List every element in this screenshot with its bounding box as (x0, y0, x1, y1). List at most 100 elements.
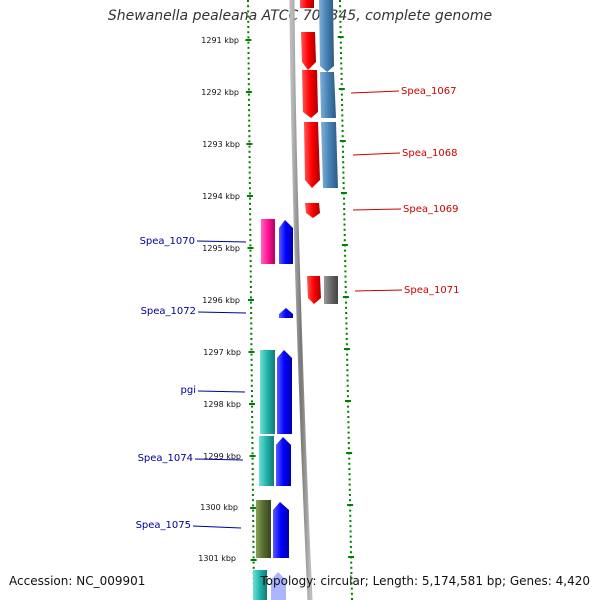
minor-tick (349, 514, 352, 517)
gene-label-spea-1070[interactable]: Spea_1070 (140, 236, 195, 247)
minor-tick (346, 384, 349, 387)
major-tick (345, 400, 351, 402)
minor-tick (249, 270, 252, 273)
minor-tick (248, 109, 251, 112)
minor-tick (252, 520, 255, 522)
minor-tick (348, 494, 351, 496)
minor-tick (343, 239, 346, 242)
minor-tick (342, 161, 345, 164)
minor-tick (249, 234, 252, 236)
minor-tick (250, 327, 253, 330)
minor-tick (340, 67, 343, 70)
left-gene-labels: Spea_1070 Spea_1072 pgi Spea_1074 Spea_1… (136, 236, 247, 531)
minor-tick (349, 509, 352, 512)
minor-tick (252, 504, 254, 507)
gene-label-pgi[interactable]: pgi (181, 385, 196, 396)
minor-tick (342, 166, 345, 169)
minor-tick (251, 473, 254, 476)
minor-tick (341, 124, 344, 127)
major-tick (338, 88, 345, 90)
minor-tick (342, 182, 345, 184)
minor-tick (252, 499, 254, 502)
minor-tick (347, 421, 350, 424)
minor-tick (351, 598, 353, 600)
major-tick (247, 195, 253, 197)
minor-tick (345, 338, 348, 340)
minor-tick (347, 431, 350, 434)
minor-tick (350, 572, 353, 574)
kbp-label: 1299 kbp (203, 452, 241, 461)
minor-tick (346, 390, 349, 392)
gene-label-spea-1072[interactable]: Spea_1072 (141, 306, 196, 317)
gene-arrow-spea-1076 (271, 572, 286, 600)
minor-tick (249, 197, 251, 200)
minor-tick (340, 72, 343, 75)
major-tick (249, 403, 255, 405)
minor-tick (248, 192, 251, 195)
minor-tick (250, 312, 253, 314)
minor-tick (339, 5, 342, 8)
gene-label-spea-1074[interactable]: Spea_1074 (138, 453, 193, 464)
minor-tick (251, 405, 254, 408)
minor-tick (247, 93, 250, 96)
minor-tick (251, 468, 254, 470)
minor-tick (350, 566, 353, 569)
minor-tick (252, 556, 255, 559)
leader-line (352, 208, 402, 211)
minor-tick (247, 67, 250, 70)
kbp-label: 1294 kbp (202, 192, 240, 201)
minor-tick (248, 124, 251, 127)
minor-tick (339, 0, 341, 2)
gene-label-spea-1071[interactable]: Spea_1071 (404, 285, 459, 296)
gene-arrow-spea-1067-a (301, 32, 316, 70)
minor-tick (346, 369, 349, 372)
gene-label-spea-1067[interactable]: Spea_1067 (401, 86, 456, 97)
minor-tick (250, 348, 253, 351)
minor-tick (340, 78, 343, 80)
gene-arrow-spea-1071 (307, 276, 321, 304)
leader-line (192, 525, 242, 529)
gene-label-spea-1068[interactable]: Spea_1068 (402, 148, 457, 159)
minor-tick (251, 410, 254, 413)
minor-tick (248, 114, 251, 117)
minor-tick (345, 322, 348, 325)
minor-tick (248, 171, 251, 174)
gene-label-spea-1069[interactable]: Spea_1069 (403, 204, 458, 215)
minor-tick (343, 197, 345, 200)
major-tick (344, 348, 350, 350)
kbp-label: 1293 kbp (202, 140, 240, 149)
leader-line (354, 289, 403, 292)
minor-tick (348, 457, 351, 460)
gene-label-spea-1075[interactable]: Spea_1075 (136, 520, 191, 531)
minor-tick (251, 462, 254, 465)
minor-tick (339, 10, 342, 13)
minor-tick (348, 462, 351, 465)
minor-tick (340, 83, 343, 86)
minor-tick (340, 57, 343, 60)
minor-tick (344, 260, 347, 262)
minor-tick (252, 514, 255, 517)
minor-tick (248, 135, 251, 138)
minor-tick (249, 239, 252, 242)
minor-tick (341, 130, 344, 132)
leader-line (197, 390, 246, 393)
gene-arrow-spea-1074 (276, 437, 291, 486)
minor-tick (342, 150, 344, 153)
minor-tick (252, 546, 255, 548)
kbp-label: 1298 kbp (203, 400, 241, 409)
gene-arrow-spea-1070-cog (261, 219, 275, 264)
major-tick (247, 247, 254, 249)
minor-tick (350, 551, 352, 554)
minor-tick (343, 208, 346, 210)
minor-tick (251, 436, 254, 439)
minor-tick (344, 280, 347, 283)
minor-tick (347, 442, 350, 444)
minor-tick (250, 379, 253, 382)
minor-tick (341, 114, 344, 117)
minor-tick (252, 509, 255, 512)
minor-tick (349, 499, 351, 502)
minor-tick (340, 52, 342, 54)
gene-arrow-spea-1075-cog (256, 500, 271, 558)
minor-tick (345, 312, 348, 314)
